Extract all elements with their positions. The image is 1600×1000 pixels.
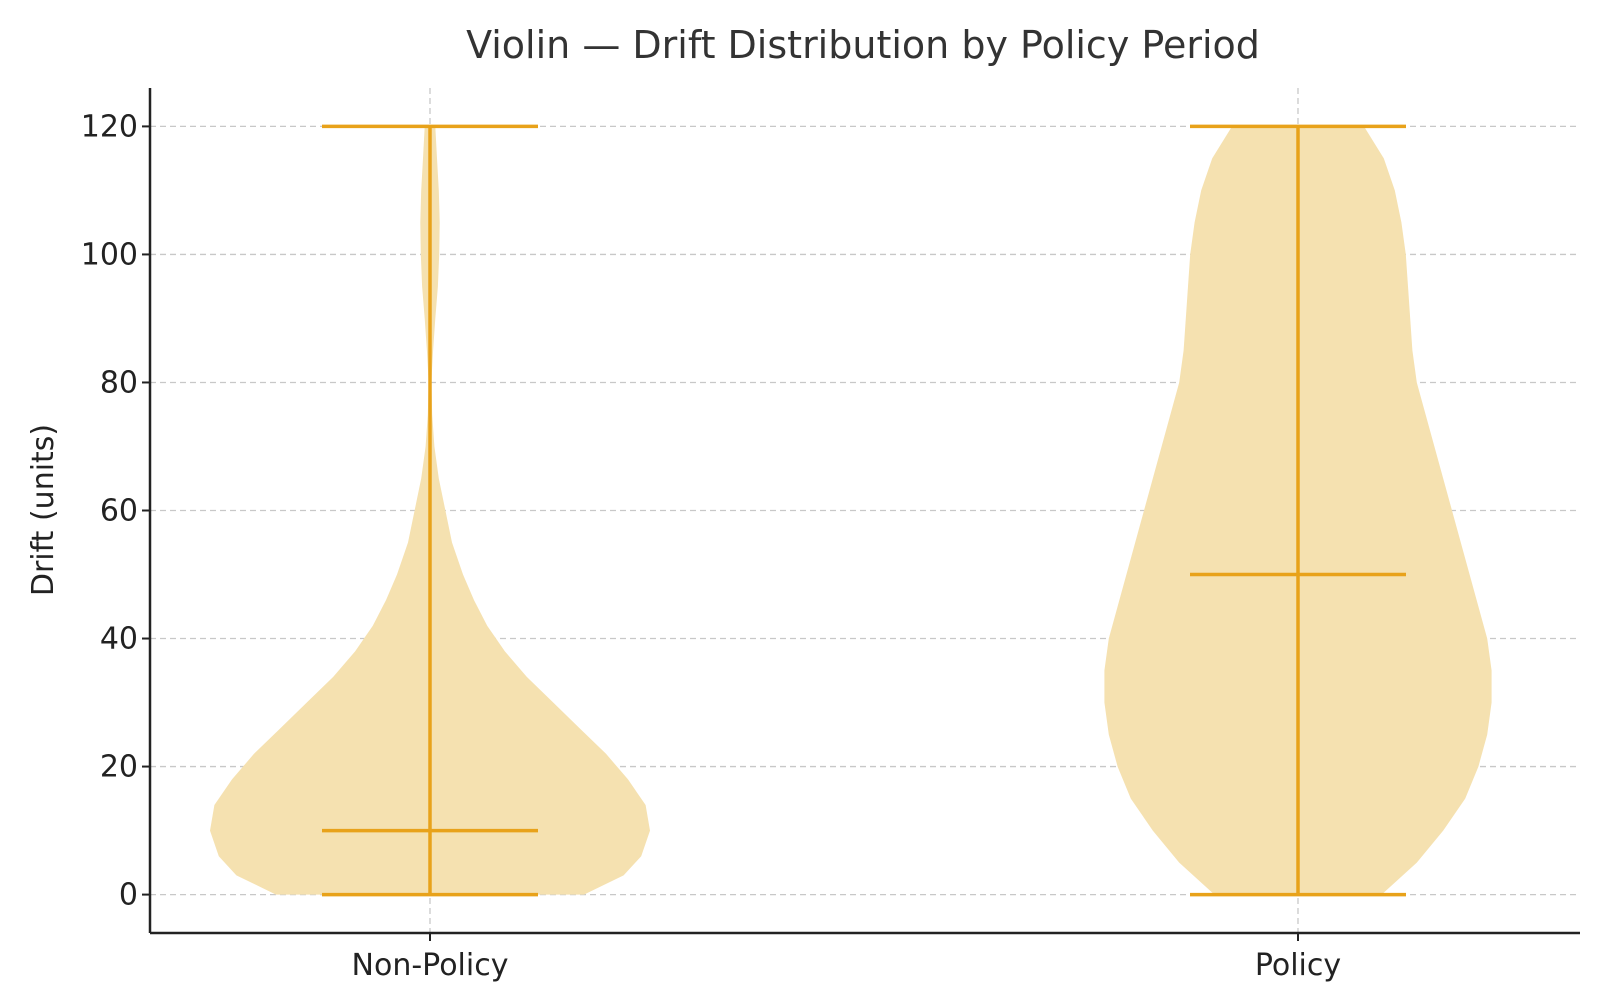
y-tick-label: 40 [100, 622, 138, 657]
y-tick-label: 120 [81, 109, 138, 144]
y-tick-label: 20 [100, 750, 138, 785]
chart-title: Violin — Drift Distribution by Policy Pe… [466, 23, 1260, 67]
y-tick-label: 0 [119, 878, 138, 913]
y-axis-label: Drift (units) [26, 424, 61, 596]
y-tick-label: 100 [81, 237, 138, 272]
violins [210, 124, 1492, 897]
y-tick-label: 80 [100, 365, 138, 400]
x-tick-label: Non-Policy [352, 948, 509, 983]
y-tick-label: 60 [100, 494, 138, 529]
axes: 0 20 40 60 80 100 120 Non-Policy Policy [81, 88, 1580, 983]
x-tick-label: Policy [1255, 948, 1341, 983]
